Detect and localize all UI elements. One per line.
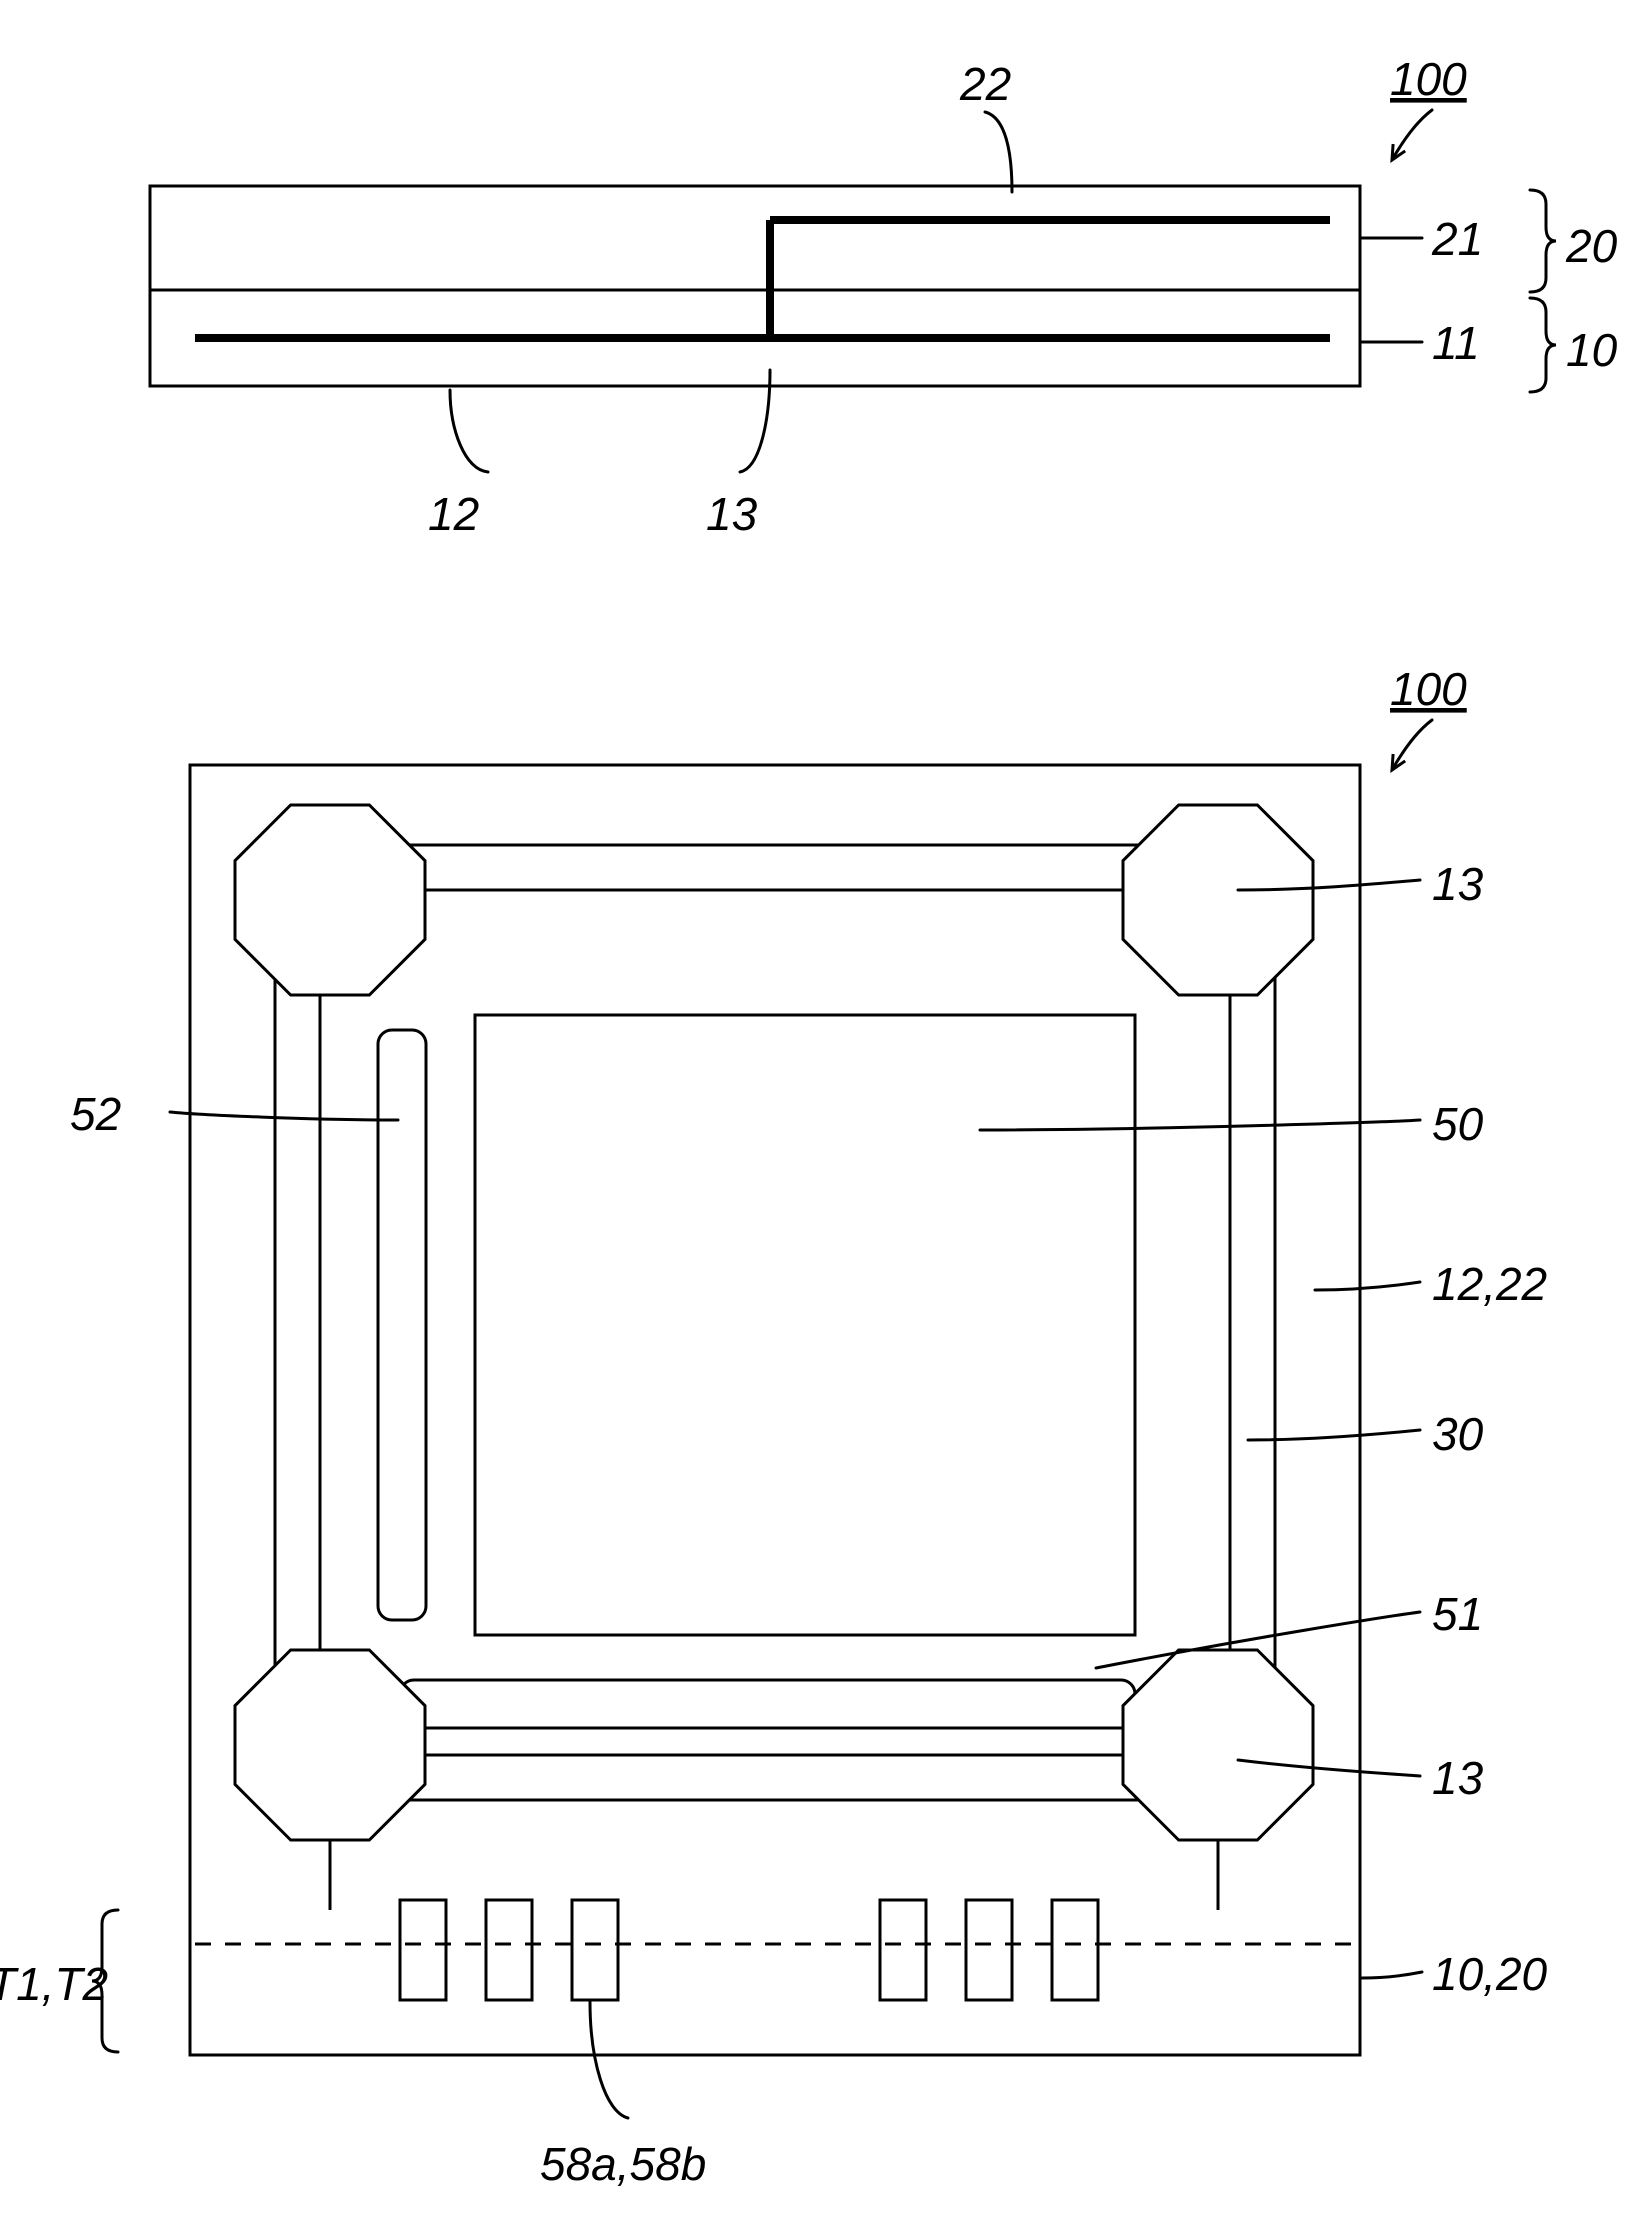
label-11: 11	[1432, 317, 1480, 369]
pad-58-3	[880, 1900, 926, 2000]
region-50	[475, 1015, 1135, 1635]
pad-58-0	[400, 1900, 446, 2000]
label-21: 21	[1431, 213, 1483, 265]
label-100-bot: 100	[1390, 663, 1467, 715]
label-52: 52	[70, 1088, 121, 1140]
lead-58	[590, 2002, 628, 2118]
brace-10	[1530, 298, 1556, 392]
lead-1020	[1362, 1972, 1422, 1978]
label-t1t2: T1,T2	[0, 1958, 108, 2010]
label-1020: 10,20	[1432, 1948, 1548, 2000]
pad-58-2	[572, 1900, 618, 2000]
lead-1222	[1315, 1282, 1420, 1290]
label-50: 50	[1432, 1098, 1484, 1150]
pad-58-5	[1052, 1900, 1098, 2000]
oct-13-tr	[1123, 805, 1313, 995]
label-13-tr: 13	[1432, 858, 1484, 910]
lead-22	[985, 112, 1012, 192]
pad-58-4	[966, 1900, 1012, 2000]
label-20: 20	[1565, 220, 1618, 272]
lead-12	[450, 390, 488, 472]
label-13-br: 13	[1432, 1752, 1484, 1804]
label-30: 30	[1432, 1408, 1484, 1460]
oct-13-br	[1123, 1650, 1313, 1840]
pad-58-1	[486, 1900, 532, 2000]
oct-13-bl	[235, 1650, 425, 1840]
lead-50	[980, 1120, 1420, 1130]
arrow-100-bot-shaft	[1392, 720, 1432, 770]
label-58: 58a,58b	[540, 2138, 706, 2190]
arrow-100-top-shaft	[1392, 110, 1432, 160]
label-12: 12	[428, 488, 479, 540]
label-22: 22	[959, 58, 1011, 110]
label-13: 13	[706, 488, 758, 540]
label-51: 51	[1432, 1588, 1483, 1640]
label-100-top: 100	[1390, 53, 1467, 105]
label-10: 10	[1566, 324, 1618, 376]
label-1222: 12,22	[1432, 1258, 1547, 1310]
strip-51	[400, 1680, 1135, 1728]
brace-20	[1530, 190, 1556, 292]
oct-13-tl	[235, 805, 425, 995]
